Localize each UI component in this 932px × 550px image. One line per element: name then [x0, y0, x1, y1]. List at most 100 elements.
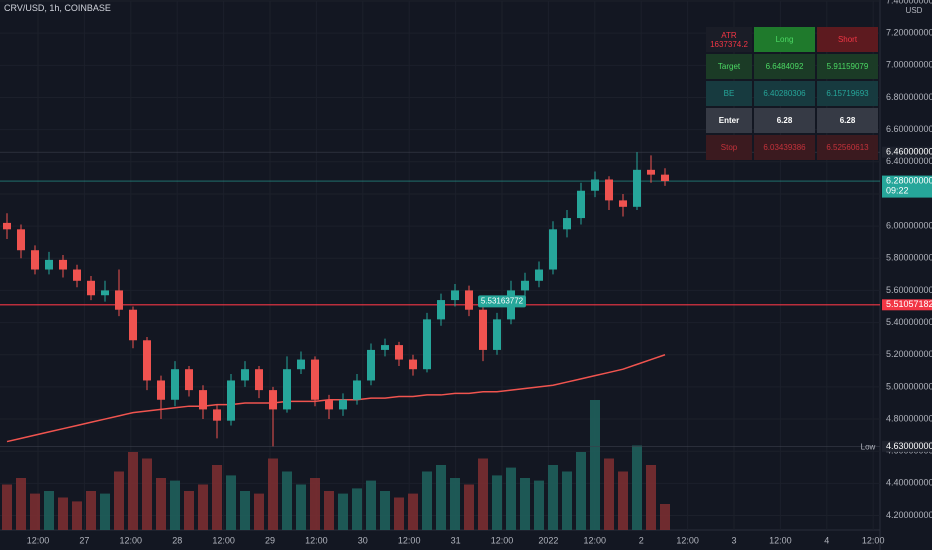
- candle-body: [339, 399, 347, 410]
- candle-body: [479, 309, 487, 350]
- candle-body: [115, 290, 123, 310]
- candle-body: [269, 390, 277, 410]
- volume-bar: [86, 491, 96, 530]
- candle-body: [395, 345, 403, 360]
- cell: 6.40280306: [754, 81, 815, 106]
- cell: 6.03439386: [754, 135, 815, 160]
- annotation-box: [478, 295, 526, 308]
- candle-body: [493, 319, 501, 350]
- y-tick-label: 6.80000000: [886, 92, 932, 102]
- x-tick-label: 12:00: [769, 535, 792, 545]
- volume-bar: [618, 471, 628, 530]
- x-tick-label: 3: [731, 535, 736, 545]
- x-tick-label: 12:00: [584, 535, 607, 545]
- symbol-title: CRV/USD, 1h, COINBASE: [4, 3, 111, 13]
- y-tick-label: 7.00000000: [886, 60, 932, 70]
- volume-bar: [44, 491, 54, 530]
- volume-bar: [576, 452, 586, 530]
- y-tick-label: 4.80000000: [886, 413, 932, 423]
- volume-bar: [380, 491, 390, 530]
- y-tick-label: 7.20000000: [886, 28, 932, 38]
- volume-bar: [394, 497, 404, 530]
- y-tick-label: 5.80000000: [886, 253, 932, 263]
- volume-bar: [506, 467, 516, 530]
- candle-body: [143, 340, 151, 381]
- x-tick-label: 12:00: [676, 535, 699, 545]
- volume-bar: [548, 465, 558, 530]
- candle-body: [311, 359, 319, 400]
- info-table: ATR 1637374.2 Long Short Target 6.648409…: [706, 27, 878, 160]
- volume-bar: [170, 480, 180, 530]
- volume-bar: [352, 488, 362, 530]
- volume-bar: [646, 465, 656, 530]
- volume-bar: [254, 493, 264, 530]
- volume-bar: [492, 475, 502, 530]
- candle-body: [129, 309, 137, 341]
- volume-bar: [478, 458, 488, 530]
- y-tick-label: 5.20000000: [886, 349, 932, 359]
- candle-body: [325, 399, 333, 410]
- price-label-box: [882, 175, 932, 198]
- candle-body: [171, 369, 179, 400]
- candle-body: [213, 409, 221, 421]
- candle-body: [227, 380, 235, 421]
- volume-bar: [366, 480, 376, 530]
- annotation-label: 5.53163772: [481, 297, 524, 306]
- volume-bar: [30, 493, 40, 530]
- cell: 6.28: [754, 108, 815, 133]
- cell: BE: [706, 81, 752, 106]
- volume-bar: [590, 400, 600, 530]
- volume-bar: [562, 471, 572, 530]
- volume-bar: [282, 471, 292, 530]
- x-tick-label: 12:00: [305, 535, 328, 545]
- candle-body: [633, 169, 641, 207]
- cell: Long: [754, 27, 815, 52]
- candle-body: [409, 359, 417, 370]
- candle-body: [45, 259, 53, 270]
- moving-average: [6, 354, 666, 443]
- x-tick-label: 31: [451, 535, 461, 545]
- cell: Short: [817, 27, 878, 52]
- candle-body: [367, 349, 375, 381]
- candle-body: [241, 369, 249, 381]
- volume-bar: [660, 504, 670, 530]
- x-tick-label: 12:00: [862, 535, 885, 545]
- volume-bar: [58, 497, 68, 530]
- volume-bar: [296, 484, 306, 530]
- x-tick-label: 28: [172, 535, 182, 545]
- x-tick-label: 4: [824, 535, 829, 545]
- y-tick-label: 6.60000000: [886, 124, 932, 134]
- volume-bar: [268, 458, 278, 530]
- candle-body: [423, 319, 431, 370]
- candle-body: [647, 169, 655, 175]
- volume-bar: [240, 491, 250, 530]
- price-label-box: [882, 146, 932, 158]
- volume-bar: [226, 475, 236, 530]
- volume-bar: [464, 484, 474, 530]
- price-label-sub: 09:22: [886, 185, 909, 195]
- candle-body: [591, 179, 599, 191]
- y-tick-label: 7.40000000: [886, 0, 932, 5]
- x-tick-label: 12:00: [398, 535, 421, 545]
- candle-body: [157, 380, 165, 400]
- x-tick-label: 2: [639, 535, 644, 545]
- candle-body: [549, 229, 557, 270]
- price-label: 6.46000000: [886, 147, 932, 157]
- volume-bar: [520, 478, 530, 530]
- volume-bar: [310, 478, 320, 530]
- volume-bar: [114, 471, 124, 530]
- y-tick-label: 6.00000000: [886, 220, 932, 230]
- cell: 6.28: [817, 108, 878, 133]
- price-line-name: Low: [861, 442, 876, 451]
- y-tick-label: 5.40000000: [886, 317, 932, 327]
- volume-bar: [72, 501, 82, 530]
- price-label-box: [882, 299, 932, 311]
- price-axis: [880, 0, 932, 550]
- y-tick-label: 4.40000000: [886, 478, 932, 488]
- x-tick-label: 30: [358, 535, 368, 545]
- candle-body: [563, 218, 571, 230]
- volume-bar: [128, 452, 138, 530]
- cell: ATR 1637374.2: [706, 27, 752, 52]
- x-tick-label: 27: [79, 535, 89, 545]
